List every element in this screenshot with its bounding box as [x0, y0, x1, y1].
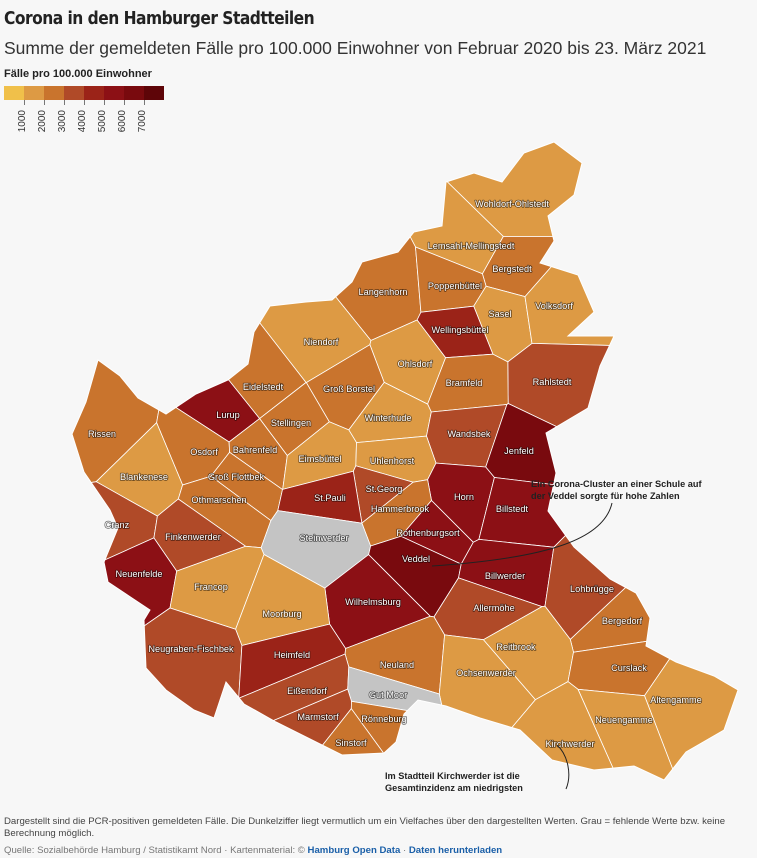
legend-swatch-3: [44, 86, 64, 100]
district-label-horn: Horn: [454, 492, 474, 502]
district-label-curslack: Curslack: [611, 663, 647, 673]
district-label-kirchwerder: Kirchwerder: [545, 739, 594, 749]
district-label-lurup: Lurup: [216, 410, 240, 420]
district-label-wilhelmsburg: Wilhelmsburg: [345, 597, 401, 607]
district-label-cranz: Cranz: [105, 520, 130, 530]
district-label-wohldorf-ohlstedt: Wohldorf-Ohlstedt: [475, 199, 549, 209]
district-label-sinstorf: Sinstorf: [335, 738, 367, 748]
district-label-rissen: Rissen: [88, 429, 116, 439]
district-label-francop: Francop: [194, 582, 228, 592]
legend-swatch-5: [84, 86, 104, 100]
district-label-bramfeld: Bramfeld: [446, 378, 483, 388]
district-label-hammerbrook: Hammerbrook: [371, 504, 430, 514]
district-eidelstedt[interactable]: [97, 120, 307, 420]
district-label-wandsbek: Wandsbek: [447, 429, 490, 439]
legend-swatch-4: [64, 86, 84, 100]
district-label-reitbrook: Reitbrook: [496, 642, 536, 652]
district-label-steinwerder: Steinwerder: [299, 533, 348, 543]
legend-tick: [84, 100, 85, 105]
district-label-st-pauli: St.Pauli: [314, 493, 346, 503]
district-label-jenfeld: Jenfeld: [504, 446, 534, 456]
district-label-wellingsbüttel: Wellingsbüttel: [431, 325, 488, 335]
district-neugraben-fischbek[interactable]: [40, 607, 243, 800]
district-label-langenhorn: Langenhorn: [358, 287, 407, 297]
district-label-neuenfelde: Neuenfelde: [116, 569, 163, 579]
district-label-eißendorf: Eißendorf: [287, 686, 327, 696]
legend-tick: [24, 100, 25, 105]
district-label-rothenburgsort: Rothenburgsort: [396, 528, 460, 538]
district-label-poppenbüttel: Poppenbüttel: [428, 281, 482, 291]
legend-swatch-1: [4, 86, 24, 100]
annotation-veddel-line2: der Veddel sorgte für hohe Zahlen: [531, 491, 680, 501]
district-label-bahrenfeld: Bahrenfeld: [233, 445, 277, 455]
district-label-neuland: Neuland: [380, 660, 414, 670]
district-label-bergstedt: Bergstedt: [492, 264, 532, 274]
source-line: Quelle: Sozialbehörde Hamburg / Statisti…: [4, 845, 502, 856]
city-border: [71, 141, 739, 781]
download-data-link[interactable]: Daten herunterladen: [408, 845, 503, 856]
district-label-heimfeld: Heimfeld: [274, 650, 310, 660]
page-subtitle: Summe der gemeldeten Fälle pro 100.000 E…: [4, 38, 707, 58]
district-label-eimsbüttel: Eimsbüttel: [299, 454, 342, 464]
district-label-volksdorf: Volksdorf: [535, 301, 573, 311]
district-label-lemsahl-mellingstedt: Lemsahl-Mellingstedt: [428, 241, 515, 251]
district-label-allermöhe: Allermöhe: [473, 603, 514, 613]
district-label-rahlstedt: Rahlstedt: [533, 377, 572, 387]
legend-tick: [64, 100, 65, 105]
legend-tick: [104, 100, 105, 105]
district-label-ochsenwerder: Ochsenwerder: [456, 668, 516, 678]
district-label-neuengamme: Neuengamme: [595, 715, 653, 725]
district-label-bergedorf: Bergedorf: [602, 616, 643, 626]
district-label-gut-moor: Gut Moor: [369, 690, 407, 700]
district-label-niendorf: Niendorf: [304, 337, 339, 347]
district-label-st-georg: St.Georg: [366, 484, 403, 494]
district-label-groß-flottbek: Groß Flottbek: [208, 472, 265, 482]
district-label-othmarschen: Othmarschen: [191, 495, 246, 505]
district-label-stellingen: Stellingen: [271, 418, 311, 428]
district-label-moorburg: Moorburg: [262, 609, 301, 619]
district-label-winterhude: Winterhude: [365, 413, 412, 423]
district-label-billstedt: Billstedt: [496, 504, 529, 514]
legend-tick: [44, 100, 45, 105]
district-label-billwerder: Billwerder: [485, 571, 525, 581]
hamburg-open-data-link[interactable]: Hamburg Open Data: [307, 845, 401, 856]
district-label-sasel: Sasel: [489, 309, 512, 319]
district-label-veddel: Veddel: [402, 554, 430, 564]
district-label-altengamme: Altengamme: [650, 695, 702, 705]
annotation-kirchwerder-line2: Gesamtinzidenz am niedrigsten: [385, 783, 523, 793]
district-label-rönneburg: Rönneburg: [361, 714, 406, 724]
annotation-kirchwerder-line1: Im Stadtteil Kirchwerder ist die: [385, 771, 520, 781]
source-separator: ·: [402, 845, 407, 856]
annotation-veddel-leader: [431, 502, 613, 567]
page-title: Corona in den Hamburger Stadtteilen: [4, 8, 315, 29]
source-text: Quelle: Sozialbehörde Hamburg / Statisti…: [4, 845, 305, 856]
district-label-uhlenhorst: Uhlenhorst: [370, 456, 415, 466]
district-label-neugraben-fischbek: Neugraben-Fischbek: [148, 644, 234, 654]
annotation-kirchwerder-leader: [556, 744, 570, 790]
district-label-finkenwerder: Finkenwerder: [165, 532, 221, 542]
legend-swatch-8: [144, 86, 164, 100]
district-label-groß-borstel: Groß Borstel: [323, 384, 375, 394]
district-label-ohlsdorf: Ohlsdorf: [398, 359, 433, 369]
legend-tick: [144, 100, 145, 105]
annotation-veddel-line1: Ein Corona-Cluster an einer Schule auf: [531, 479, 702, 489]
footnote: Dargestellt sind die PCR-positiven gemel…: [4, 816, 726, 839]
legend-tick: [124, 100, 125, 105]
legend-swatch-6: [104, 86, 124, 100]
district-label-eidelstedt: Eidelstedt: [243, 382, 284, 392]
district-label-marmstorf: Marmstorf: [297, 712, 339, 722]
district-label-blankenese: Blankenese: [120, 472, 168, 482]
district-label-osdorf: Osdorf: [190, 447, 218, 457]
legend-swatch-7: [124, 86, 144, 100]
district-wohldorf-ohlstedt[interactable]: [382, 120, 757, 237]
district-label-lohbrügge: Lohbrügge: [570, 584, 614, 594]
legend-swatch-2: [24, 86, 44, 100]
legend-title: Fälle pro 100.000 Einwohner: [4, 68, 152, 80]
annotations: Ein Corona-Cluster an einer Schule auf d…: [385, 479, 702, 793]
